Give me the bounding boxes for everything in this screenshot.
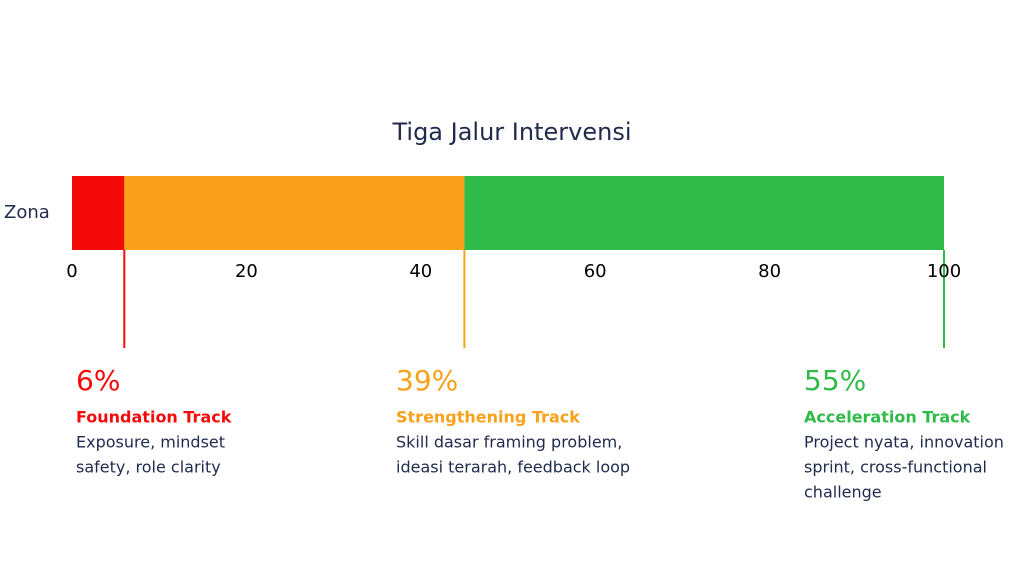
x-tick-label: 60 — [584, 261, 607, 282]
x-tick-label: 0 — [66, 261, 77, 282]
track-description: safety, role clarity — [76, 458, 221, 477]
track-name: Strengthening Track — [396, 408, 580, 427]
bar-segment — [72, 176, 125, 250]
x-tick-label: 100 — [927, 261, 961, 282]
x-tick-label: 20 — [235, 261, 258, 282]
track-description: challenge — [804, 483, 882, 502]
track-description: Project nyata, innovation — [804, 433, 1004, 452]
track-description: Skill dasar framing problem, — [396, 433, 622, 452]
value-label: 55% — [804, 364, 866, 397]
track-description: Exposure, mindset — [76, 433, 225, 452]
bar-segment — [124, 176, 465, 250]
y-tick-label: Zona — [4, 202, 50, 223]
x-tick-label: 40 — [409, 261, 432, 282]
x-tick-label: 80 — [758, 261, 781, 282]
track-description: sprint, cross-functional — [804, 458, 987, 477]
value-label: 6% — [76, 364, 120, 397]
track-name: Foundation Track — [76, 408, 232, 427]
chart-title: Tiga Jalur Intervensi — [391, 118, 631, 146]
bar-segment — [464, 176, 944, 250]
track-description: ideasi terarah, feedback loop — [396, 458, 630, 477]
track-name: Acceleration Track — [804, 408, 971, 427]
value-label: 39% — [396, 364, 458, 397]
